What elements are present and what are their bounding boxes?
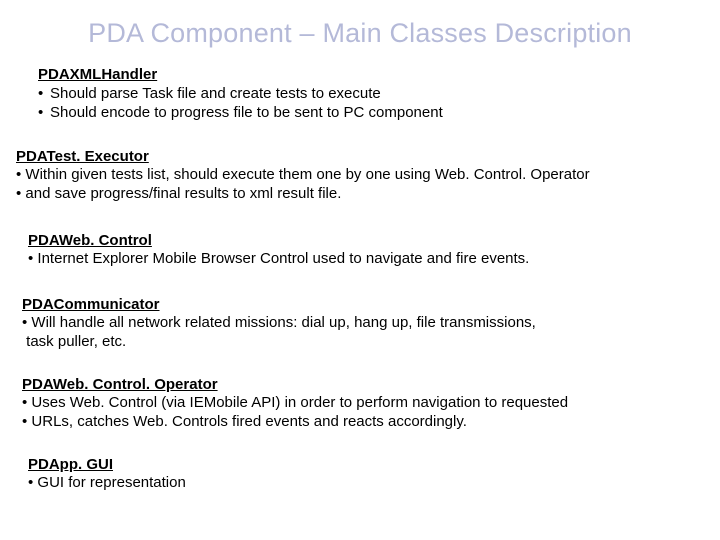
section-pdacommunicator: PDACommunicator • Will handle all networ… xyxy=(22,296,536,351)
bullet-icon: • xyxy=(22,314,31,331)
bullet-text: and save progress/final results to xml r… xyxy=(25,185,341,202)
bullet-item: • URLs, catches Web. Controls fired even… xyxy=(22,413,568,431)
section-pdatestexecutor: PDATest. Executor • Within given tests l… xyxy=(16,148,590,203)
bullet-item: • GUI for representation xyxy=(28,474,186,492)
class-heading: PDACommunicator xyxy=(22,296,536,314)
bullet-icon: • xyxy=(16,166,25,183)
bullet-item: • Should parse Task file and create test… xyxy=(38,85,443,104)
bullet-text: Should encode to progress file to be sen… xyxy=(50,104,443,121)
class-heading: PDAWeb. Control. Operator xyxy=(22,376,568,394)
bullet-text: Uses Web. Control (via IEMobile API) in … xyxy=(31,394,568,411)
bullet-item: • Within given tests list, should execut… xyxy=(16,166,590,184)
section-pdawebcontrol: PDAWeb. Control • Internet Explorer Mobi… xyxy=(28,232,529,269)
bullet-icon: • xyxy=(38,85,50,104)
bullet-text: Within given tests list, should execute … xyxy=(25,166,589,183)
bullet-text: URLs, catches Web. Controls fired events… xyxy=(31,413,466,430)
bullet-item: • Internet Explorer Mobile Browser Contr… xyxy=(28,250,529,268)
bullet-item: • Will handle all network related missio… xyxy=(22,314,536,332)
bullet-item: • and save progress/final results to xml… xyxy=(16,185,590,203)
bullet-text: Should parse Task file and create tests … xyxy=(50,85,381,102)
bullet-icon: • xyxy=(38,104,50,123)
slide: PDA Component – Main Classes Description… xyxy=(0,0,720,540)
class-heading: PDATest. Executor xyxy=(16,148,590,166)
bullet-icon: • xyxy=(16,185,25,202)
bullet-icon: • xyxy=(22,413,31,430)
class-heading: PDAXMLHandler xyxy=(38,66,443,85)
section-pdaxmlhandler: PDAXMLHandler • Should parse Task file a… xyxy=(38,66,443,122)
class-heading: PDAWeb. Control xyxy=(28,232,529,250)
slide-title: PDA Component – Main Classes Description xyxy=(0,18,720,49)
bullet-text: Will handle all network related missions… xyxy=(31,314,535,331)
section-pdawebcontroloperator: PDAWeb. Control. Operator • Uses Web. Co… xyxy=(22,376,568,431)
bullet-icon: • xyxy=(28,474,37,491)
section-pdappgui: PDApp. GUI • GUI for representation xyxy=(28,456,186,493)
bullet-text: task puller, etc. xyxy=(26,333,126,350)
bullet-text: Internet Explorer Mobile Browser Control… xyxy=(37,250,529,267)
bullet-item: • Uses Web. Control (via IEMobile API) i… xyxy=(22,394,568,412)
bullet-item: task puller, etc. xyxy=(22,333,536,351)
class-heading: PDApp. GUI xyxy=(28,456,186,474)
bullet-text: GUI for representation xyxy=(37,474,185,491)
bullet-icon: • xyxy=(28,250,37,267)
bullet-icon: • xyxy=(22,394,31,411)
bullet-item: • Should encode to progress file to be s… xyxy=(38,104,443,123)
